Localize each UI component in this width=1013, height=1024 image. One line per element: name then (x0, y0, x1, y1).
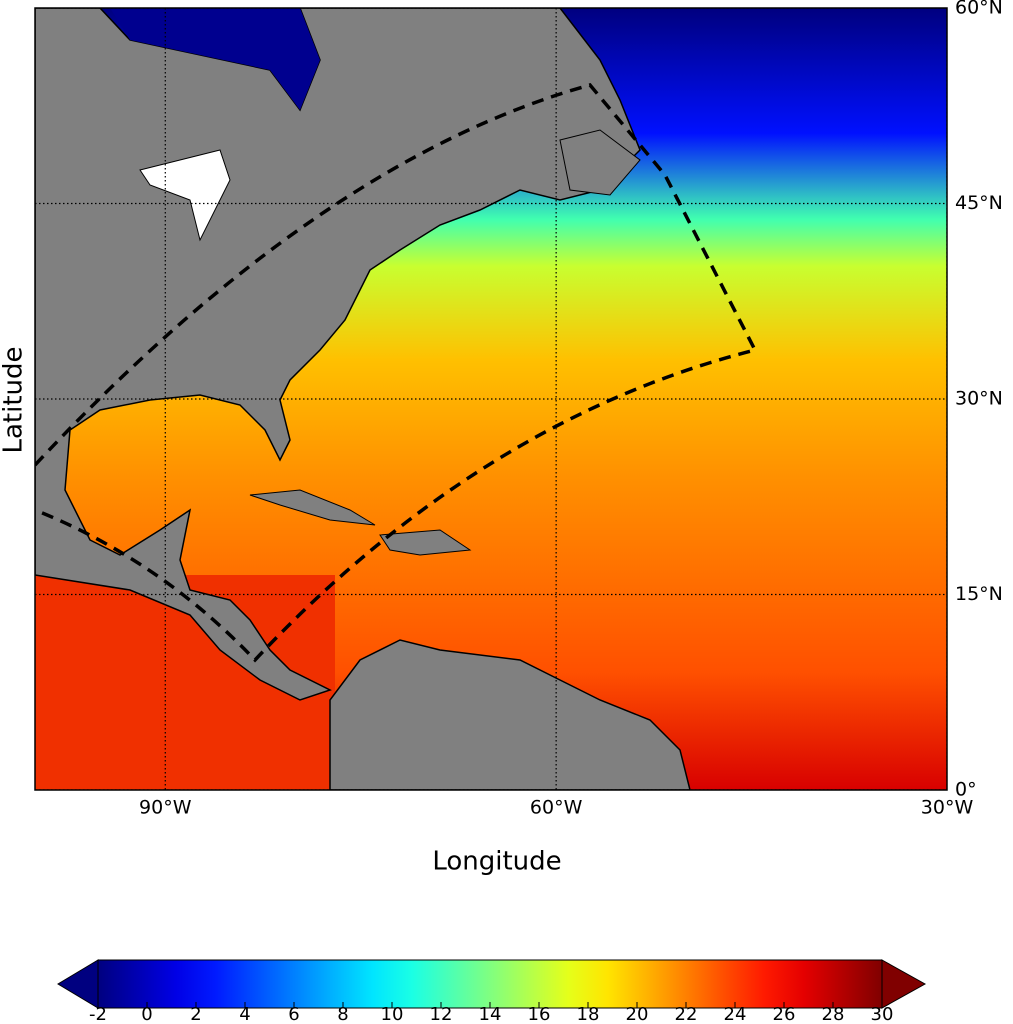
domain-boundary (35, 83, 758, 663)
colorbar-tick-label: 14 (479, 1004, 502, 1024)
colorbar-tick-label: 10 (381, 1004, 404, 1024)
cuba (249, 489, 376, 526)
x-axis-label: Longitude (432, 847, 561, 877)
colorbar-tick-label: 12 (430, 1004, 453, 1024)
y-axis-label: Latitude (0, 346, 29, 453)
y-tick-label: 30°N (955, 388, 1003, 410)
map-area (35, 8, 947, 790)
hudson-bay (110, 8, 320, 110)
colorbar-tick-label: 22 (675, 1004, 698, 1024)
colorbar-tick-label: 28 (822, 1004, 845, 1024)
x-tick-label: 30°W (921, 797, 974, 819)
y-tick-label: 15°N (955, 583, 1003, 605)
great-lakes (139, 149, 231, 242)
colorbar-tick-label: -2 (89, 1004, 107, 1024)
x-tick-label: 90°W (139, 797, 192, 819)
colorbar-tick-label: 2 (190, 1004, 201, 1024)
colorbar-tick-label: 6 (288, 1004, 299, 1024)
south-america (329, 639, 691, 790)
hispaniola (379, 529, 472, 556)
map-frame (34, 7, 948, 791)
colorbar-tick-label: 24 (724, 1004, 747, 1024)
colorbar-extend-max (881, 959, 927, 1009)
x-tick-label: 60°W (530, 797, 583, 819)
y-tick-label: 60°N (955, 0, 1003, 19)
colorbar-tick-label: 18 (577, 1004, 600, 1024)
colorbar-tick-label: 20 (626, 1004, 649, 1024)
colorbar-tick-label: 16 (528, 1004, 551, 1024)
colorbar-tick-label: 0 (141, 1004, 152, 1024)
colorbar-tick-label: 8 (337, 1004, 348, 1024)
colorbar-body (97, 959, 883, 1009)
grid (35, 8, 947, 790)
y-tick-label: 0° (955, 779, 977, 801)
colorbar-tick-label: 26 (773, 1004, 796, 1024)
colorbar-tick-label: 30 (871, 1004, 894, 1024)
colorbar-extend-min (57, 959, 99, 1009)
y-tick-label: 45°N (955, 192, 1003, 214)
colorbar: -2 0 2 4 6 8 10 12 14 16 18 20 22 24 26 28 30 (57, 959, 927, 1024)
colorbar-tick-label: 4 (239, 1004, 250, 1024)
newfoundland (559, 129, 641, 196)
